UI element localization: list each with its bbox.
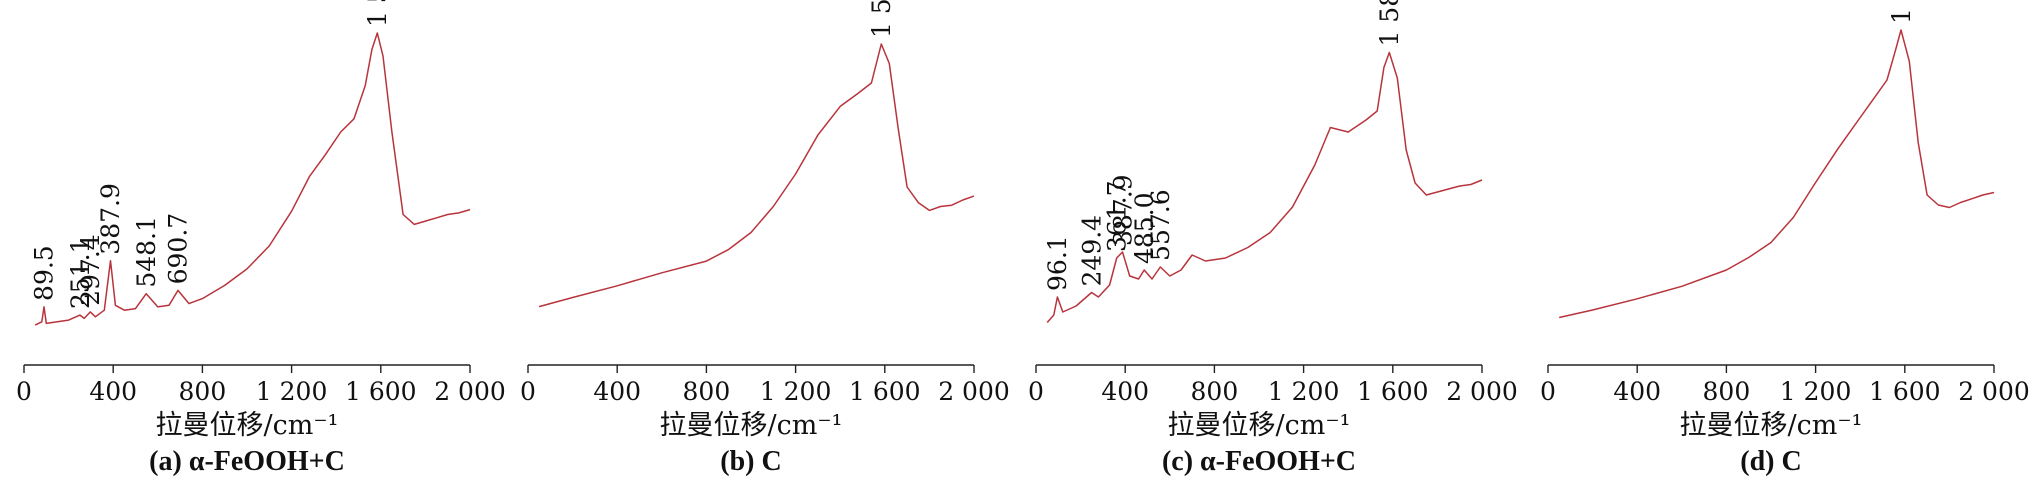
x-tick-label: 1 200 [760, 377, 832, 406]
x-tick-label: 800 [683, 377, 731, 406]
peak-label: 96.1 [1043, 235, 1072, 291]
x-tick-label: 800 [179, 377, 227, 406]
spectrum-line [1046, 51, 1483, 323]
x-tick-label: 0 [1028, 377, 1044, 406]
x-tick-label: 1 600 [1869, 377, 1941, 406]
x-tick-label: 1 200 [1780, 377, 1852, 406]
panel-caption: (b) C [720, 446, 781, 477]
peak-label: 690.7 [164, 213, 193, 285]
peak-label: 251.1 [66, 238, 95, 310]
x-tick-label: 400 [593, 377, 641, 406]
x-tick-label: 0 [520, 377, 536, 406]
x-tick-label: 400 [89, 377, 137, 406]
x-tick-label: 1 200 [256, 377, 328, 406]
panel-caption: (d) C [1740, 446, 1801, 477]
x-tick-label: 1 600 [1357, 377, 1429, 406]
x-tick-label: 800 [1191, 377, 1239, 406]
peak-label: 387.9 [1108, 174, 1137, 246]
peak-label: 557.6 [1146, 189, 1175, 261]
x-tick-label: 2 000 [938, 377, 1010, 406]
x-axis-label: 拉曼位移/cm⁻¹ [1680, 410, 1863, 441]
peak-label: 361.7 [1102, 180, 1131, 252]
peak-label: 485.0 [1130, 192, 1159, 264]
x-tick-label: 400 [1613, 377, 1661, 406]
peak-label: 249.4 [1077, 215, 1106, 287]
x-axis-label: 拉曼位移/cm⁻¹ [1168, 410, 1351, 441]
x-tick-label: 0 [1540, 377, 1556, 406]
x-tick-label: 2 000 [1958, 377, 2030, 406]
spectrum-line [1559, 29, 1995, 319]
x-tick-label: 1 600 [849, 377, 921, 406]
panel-caption: (a) α-FeOOH+C [149, 446, 345, 477]
x-tick-label: 1 600 [345, 377, 417, 406]
x-axis-label: 拉曼位移/cm⁻¹ [660, 410, 843, 441]
x-tick-label: 2 000 [434, 377, 506, 406]
peak-label: 1 584.1 [363, 0, 392, 27]
spectrum-line [538, 43, 975, 308]
x-tick-label: 2 000 [1446, 377, 1518, 406]
peak-label: 387.9 [96, 183, 125, 255]
peak-label: 548.1 [132, 216, 161, 288]
peak-label: 1 584.1 [1375, 0, 1404, 47]
x-axis-label: 拉曼位移/cm⁻¹ [156, 410, 339, 441]
peak-label: 297.4 [76, 234, 105, 306]
x-tick-label: 800 [1703, 377, 1751, 406]
spectrum-line [34, 32, 471, 326]
peak-label: 89.5 [30, 245, 59, 301]
x-tick-label: 1 200 [1268, 377, 1340, 406]
panel-caption: (c) α-FeOOH+C [1162, 446, 1356, 477]
peak-label: 1 584.1 [867, 0, 896, 38]
x-tick-label: 400 [1101, 377, 1149, 406]
x-tick-label: 0 [16, 377, 32, 406]
peak-label: 1 583.1 [1887, 0, 1916, 24]
